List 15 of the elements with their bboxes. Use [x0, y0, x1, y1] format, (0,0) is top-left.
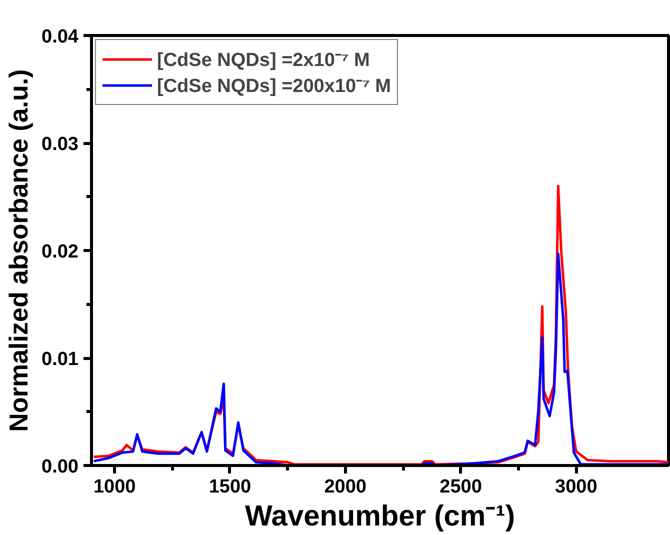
line-series — [92, 252, 668, 466]
y-tick-label: 0.00 — [42, 456, 79, 478]
x-axis-title: Wavenumber (cm⁻¹) — [245, 500, 515, 532]
x-tick-label: 3000 — [555, 476, 598, 498]
y-tick-label: 0.04 — [42, 26, 79, 48]
y-tick-label: 0.02 — [42, 242, 79, 262]
x-tick-label: 2500 — [440, 476, 482, 498]
x-tick-label: 2000 — [324, 476, 367, 498]
y-tick-label: 0.03 — [42, 134, 79, 155]
x-tick-label: 1500 — [208, 476, 252, 498]
x-tick-label: 1000 — [93, 476, 136, 498]
legend-label: [CdSe NQDs] =200x10⁻⁷ M — [157, 75, 392, 98]
y-axis-title: Normalized absorbance (a.u.) — [4, 69, 34, 432]
legend-label: [CdSe NQDs] =2x10⁻⁷ M — [157, 49, 370, 72]
y-tick-label: 0.01 — [42, 349, 79, 370]
